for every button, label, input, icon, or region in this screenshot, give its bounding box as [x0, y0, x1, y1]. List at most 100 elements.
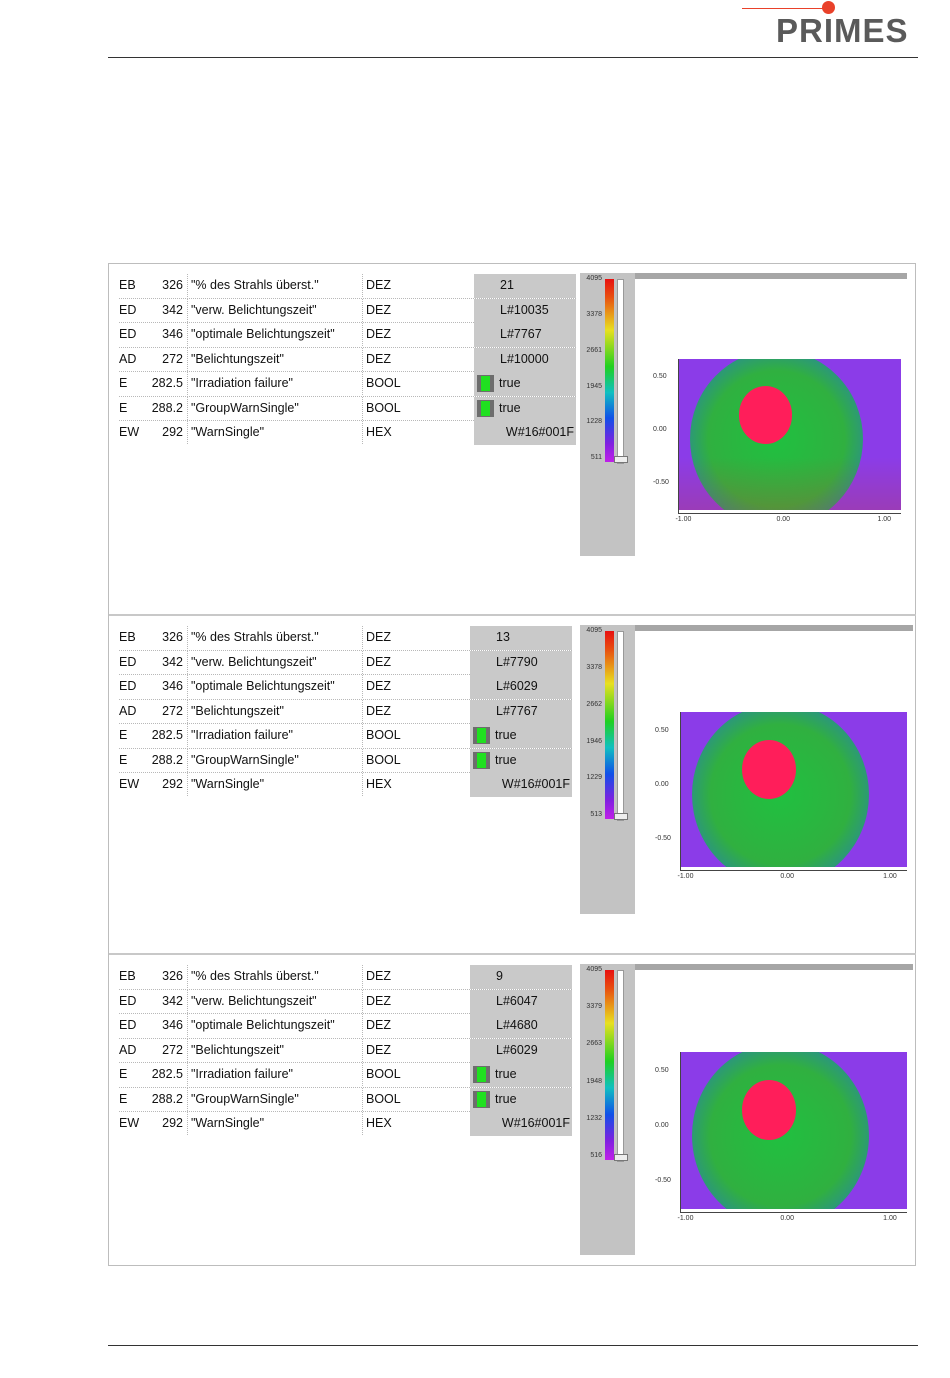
table-row: E 282.5 "Irradiation failure" BOOL true [119, 372, 576, 397]
status-value: true [474, 396, 576, 421]
scale-slider-thumb[interactable] [614, 456, 628, 463]
variable-table: EB 326 "% des Strahls überst." DEZ 13 ED 342 "v… [119, 626, 572, 797]
status-value: 21 [474, 274, 576, 298]
value-text: true [499, 376, 521, 390]
status-value: L#6047 [470, 989, 572, 1014]
table-row: E 288.2 "GroupWarnSingle" BOOL true [119, 396, 576, 421]
table-row: EB 326 "% des Strahls überst." DEZ 9 [119, 965, 572, 990]
beam-profile-image: 4095 3378 2662 1946 1229 513 0.50 0.00 -0.50 -1.0… [580, 625, 913, 914]
x-tick-label: -1.00 [675, 516, 692, 523]
bool-indicator-icon [477, 375, 494, 392]
display-format: BOOL [362, 724, 470, 747]
variable-name: "GroupWarnSingle" [187, 1087, 363, 1111]
display-format: BOOL [362, 1087, 470, 1111]
status-value: L#10035 [474, 298, 576, 323]
scale-slider[interactable] [617, 631, 624, 821]
y-axis-line [678, 359, 679, 514]
operand-address: 272 [162, 351, 183, 366]
x-tick-label: 0.00 [780, 1215, 794, 1222]
value-text: L#7767 [500, 327, 542, 341]
y-axis-line [680, 1052, 681, 1213]
operand-type: EB [119, 278, 136, 292]
colorbar-tick-label: 1229 [586, 774, 602, 782]
table-row: ED 346 "optimale Belichtungszeit" DEZ L#4680 [119, 1014, 572, 1039]
status-value: L#10000 [474, 347, 576, 372]
footer-rule [108, 1345, 918, 1346]
display-format: DEZ [362, 298, 474, 322]
operand-address: 288.2 [151, 1091, 183, 1106]
display-format: HEX [362, 1112, 470, 1135]
table-row: ED 342 "verw. Belichtungszeit" DEZ L#7790 [119, 650, 572, 675]
x-tick-label: 1.00 [883, 1215, 897, 1222]
variable-table: EB 326 "% des Strahls überst." DEZ 9 ED 342 "ve… [119, 965, 572, 1136]
figure-frame [108, 263, 916, 1266]
display-format: BOOL [362, 396, 474, 420]
operand-type: ED [119, 679, 137, 693]
logo-text: PRIMES [776, 12, 909, 49]
beam-profile-image: 4095 3378 2661 1945 1228 511 0.50 0.00 -0.50 -1.0… [580, 273, 907, 556]
colorbar-tick-label: 3378 [586, 663, 602, 671]
status-value: L#6029 [470, 1038, 572, 1063]
table-row: ED 346 "optimale Belichtungszeit" DEZ L#7767 [119, 323, 576, 348]
table-row: E 282.5 "Irradiation failure" BOOL true [119, 724, 572, 749]
operand-address: 292 [162, 1116, 183, 1130]
variable-name: "optimale Belichtungszeit" [187, 675, 363, 698]
y-tick-label: -0.50 [655, 835, 671, 843]
x-axis-line [678, 513, 901, 514]
x-axis-line [680, 1212, 907, 1213]
bool-on-mark [481, 376, 490, 391]
operand-address: 342 [162, 302, 183, 317]
scale-slider-thumb[interactable] [614, 813, 628, 820]
table-row: ED 346 "optimale Belichtungszeit" DEZ L#6029 [119, 675, 572, 700]
image-title-bar [635, 625, 913, 631]
value-text: 9 [496, 969, 503, 983]
variable-name: "% des Strahls überst." [187, 965, 363, 988]
scale-slider[interactable] [617, 970, 624, 1162]
operand-type: ED [119, 654, 137, 669]
color-scale-bar [605, 631, 614, 819]
status-value: W#16#001F [470, 773, 572, 797]
display-format: BOOL [362, 1063, 470, 1086]
value-text: L#6029 [496, 1042, 538, 1057]
x-tick-label: 1.00 [877, 516, 892, 523]
status-value: W#16#001F [470, 1112, 572, 1136]
operand-address: 346 [162, 679, 183, 693]
operand-type: ED [119, 993, 137, 1008]
x-tick-label: -1.00 [677, 1215, 694, 1222]
x-tick-label: 0.00 [776, 516, 791, 523]
bool-indicator-icon [473, 1066, 490, 1083]
variable-name: "optimale Belichtungszeit" [187, 323, 363, 346]
x-axis-line [680, 870, 907, 871]
operand-type: EW [119, 1116, 140, 1130]
variable-name: "Irradiation failure" [187, 1063, 363, 1086]
measurement-panel: EB 326 "% des Strahls überst." DEZ 9 ED 342 "ve… [109, 955, 916, 1266]
y-tick-label: 0.50 [655, 726, 669, 734]
y-tick-label: -0.50 [655, 1176, 671, 1184]
scale-slider[interactable] [617, 279, 624, 464]
display-format: DEZ [362, 347, 474, 371]
variable-name: "Belichtungszeit" [187, 347, 363, 371]
measurement-panel: EB 326 "% des Strahls überst." DEZ 21 ED 342 "v… [109, 264, 916, 614]
colorbar-tick-label: 4095 [586, 627, 602, 634]
y-axis-line [680, 712, 681, 871]
value-text: L#6029 [496, 679, 538, 693]
operand-address: 282.5 [151, 728, 183, 742]
operand-address: 342 [162, 654, 183, 669]
variable-name: "verw. Belichtungszeit" [187, 650, 363, 674]
scale-slider-thumb[interactable] [614, 1154, 628, 1161]
operand-type: E [119, 376, 128, 390]
value-text: L#10035 [500, 302, 549, 317]
colorbar-tick-label: 2661 [586, 346, 602, 354]
status-value: L#6029 [470, 675, 572, 699]
colorbar-tick-label: 513 [590, 811, 602, 819]
table-row: EB 326 "% des Strahls überst." DEZ 13 [119, 626, 572, 651]
table-row: AD 272 "Belichtungszeit" DEZ L#6029 [119, 1038, 572, 1063]
status-value: true [470, 1063, 572, 1087]
x-tick-label: -1.00 [677, 873, 694, 880]
display-format: DEZ [362, 699, 470, 723]
y-tick-label: 0.00 [655, 1121, 669, 1129]
colorbar-tick-label: 511 [590, 454, 602, 462]
value-text: true [495, 1091, 517, 1106]
variable-name: "Belichtungszeit" [187, 699, 363, 723]
display-format: BOOL [362, 748, 470, 772]
